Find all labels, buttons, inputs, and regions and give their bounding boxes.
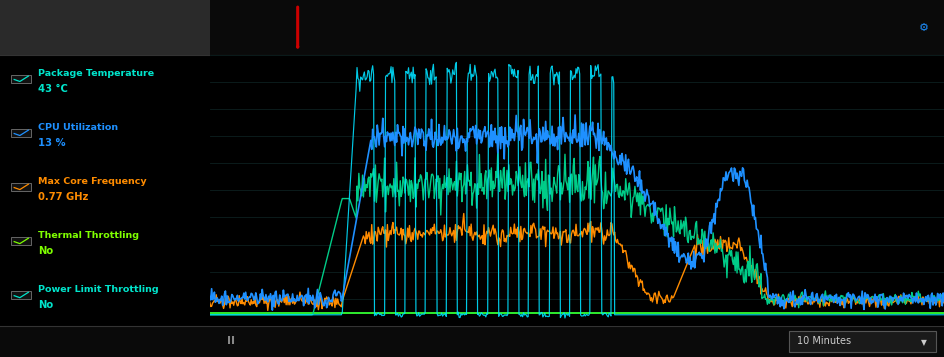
Text: 13 %: 13 % [38,138,65,148]
FancyBboxPatch shape [11,291,31,299]
Text: Package Temperature: Package Temperature [38,69,154,78]
FancyBboxPatch shape [788,331,935,352]
Text: 10 Minutes: 10 Minutes [796,336,850,346]
Text: No: No [38,246,53,256]
FancyBboxPatch shape [11,75,31,82]
Text: 0.77 GHz: 0.77 GHz [38,192,88,202]
FancyBboxPatch shape [0,0,210,55]
Text: Power Limit Throttling: Power Limit Throttling [38,285,159,294]
Text: 43 °C: 43 °C [38,84,68,94]
Text: CPU Utilization: CPU Utilization [38,123,118,132]
FancyBboxPatch shape [11,129,31,137]
FancyBboxPatch shape [11,237,31,245]
Text: ▼: ▼ [920,338,926,347]
Text: No: No [38,300,53,310]
Text: ⚙: ⚙ [918,22,928,33]
Text: II: II [227,336,234,346]
Text: NOTEBOOKCHECK: NOTEBOOKCHECK [604,270,770,287]
FancyBboxPatch shape [11,183,31,191]
Text: Max Core Frequency: Max Core Frequency [38,177,146,186]
FancyBboxPatch shape [0,0,944,55]
FancyBboxPatch shape [0,55,210,326]
FancyBboxPatch shape [0,326,944,357]
Text: Thermal Throttling: Thermal Throttling [38,231,139,240]
